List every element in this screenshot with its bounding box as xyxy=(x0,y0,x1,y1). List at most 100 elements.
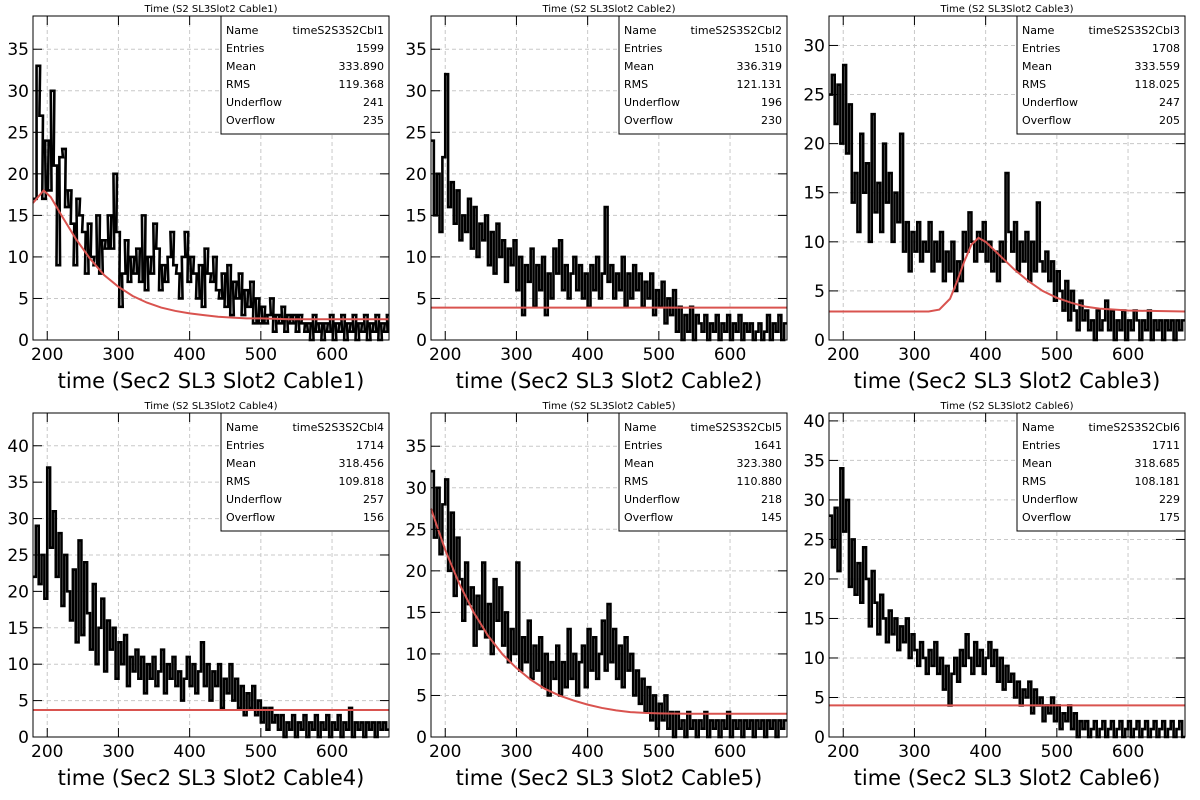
y-tick-label: 20 xyxy=(7,582,29,602)
y-tick-label: 25 xyxy=(7,546,29,566)
y-tick-label: 5 xyxy=(18,289,29,309)
y-tick-label: 15 xyxy=(803,184,825,204)
histogram-series xyxy=(829,467,1185,739)
plot-frame xyxy=(828,412,1186,738)
stats-label: RMS xyxy=(226,78,250,91)
x-tick-label: 500 xyxy=(245,345,277,365)
stats-label: RMS xyxy=(1022,475,1046,488)
stats-label: Name xyxy=(624,421,657,434)
y-tick-label: 25 xyxy=(405,520,427,540)
y-tick-label: 0 xyxy=(416,728,427,748)
stats-value: 118.025 xyxy=(1135,78,1181,91)
x-tick-label: 400 xyxy=(571,742,603,762)
x-tick-label: 300 xyxy=(102,345,134,365)
x-tick-label: 200 xyxy=(429,345,461,365)
stats-value: 257 xyxy=(363,493,384,506)
x-tick-label: 500 xyxy=(245,742,277,762)
y-tick-label: 10 xyxy=(405,248,427,268)
x-axis-label: time (Sec2 SL3 Slot2 Cable2) xyxy=(456,369,763,393)
stats-value: 1711 xyxy=(1152,439,1180,452)
y-tick-label: 5 xyxy=(416,686,427,706)
stats-label: Entries xyxy=(1022,439,1061,452)
stats-value: timeS2S3S2Cbl5 xyxy=(690,421,782,434)
plot-frame xyxy=(430,15,788,341)
x-axis-label: time (Sec2 SL3 Slot2 Cable4) xyxy=(58,766,365,790)
stats-value: 110.880 xyxy=(737,475,783,488)
stats-label: Entries xyxy=(624,439,663,452)
x-tick-label: 200 xyxy=(827,742,859,762)
plot-frame xyxy=(32,15,390,341)
stats-label: Mean xyxy=(1022,60,1052,73)
chart-title: Time (S2 SL3Slot2 Cable1) xyxy=(143,4,277,15)
stats-value: 229 xyxy=(1159,493,1180,506)
stats-label: Mean xyxy=(1022,457,1052,470)
y-tick-label: 15 xyxy=(405,603,427,623)
y-tick-label: 25 xyxy=(803,86,825,106)
stats-label: Overflow xyxy=(624,114,673,127)
stats-value: 1714 xyxy=(356,439,384,452)
x-tick-label: 200 xyxy=(31,742,63,762)
histogram-chart-4: 200 300 400 500 600 0 5 10 15 20 25 30 35 40 Time (S2 … xyxy=(7,401,390,790)
stats-value: 1510 xyxy=(754,42,782,55)
stats-value: 230 xyxy=(761,114,782,127)
histogram-series xyxy=(33,466,389,739)
y-tick-label: 0 xyxy=(416,331,427,351)
stats-label: Name xyxy=(624,24,657,37)
histogram-series xyxy=(829,63,1185,342)
x-tick-label: 400 xyxy=(173,742,205,762)
stats-box xyxy=(220,15,390,135)
x-tick-label: 200 xyxy=(429,742,461,762)
stats-label: Overflow xyxy=(1022,114,1071,127)
x-tick-label: 300 xyxy=(102,742,134,762)
y-tick-label: 15 xyxy=(405,206,427,226)
histogram-panel-4: 200 300 400 500 600 0 5 10 15 20 25 30 35 40 Time (S2 … xyxy=(0,397,398,794)
stats-value: 336.319 xyxy=(737,60,783,73)
histogram-series xyxy=(33,64,389,342)
stats-value: 247 xyxy=(1159,96,1180,109)
chart-title: Time (S2 SL3Slot2 Cable5) xyxy=(541,401,675,412)
y-tick-label: 25 xyxy=(7,123,29,143)
histogram-chart-1: 200 300 400 500 600 0 5 10 15 20 25 30 35 Time (S2 SL… xyxy=(7,4,390,393)
fit-curve xyxy=(32,189,389,321)
y-tick-label: 10 xyxy=(7,248,29,268)
y-tick-label: 35 xyxy=(7,40,29,60)
y-tick-label: 30 xyxy=(405,479,427,499)
stats-label: Mean xyxy=(226,457,256,470)
chart-title: Time (S2 SL3Slot2 Cable4) xyxy=(143,401,277,412)
x-axis-label: time (Sec2 SL3 Slot2 Cable5) xyxy=(456,766,763,790)
x-tick-label: 600 xyxy=(1112,742,1144,762)
stats-box xyxy=(1016,412,1186,532)
histogram-chart-5: 200 300 400 500 600 0 5 10 15 20 25 30 35 Time (S2 SL… xyxy=(405,401,788,790)
histogram-series xyxy=(431,469,787,739)
stats-label: RMS xyxy=(226,475,250,488)
stats-label: Entries xyxy=(1022,42,1061,55)
histogram-chart-6: 200 300 400 500 600 0 5 10 15 20 25 30 35 40 Time (S2 … xyxy=(803,401,1186,790)
stats-value: 333.559 xyxy=(1135,60,1181,73)
y-tick-label: 0 xyxy=(814,728,825,748)
stats-value: 1599 xyxy=(356,42,384,55)
x-tick-label: 400 xyxy=(969,345,1001,365)
fit-curve xyxy=(430,508,787,715)
stats-label: RMS xyxy=(624,78,648,91)
stats-label: Underflow xyxy=(226,96,282,109)
stats-label: RMS xyxy=(624,475,648,488)
y-tick-label: 40 xyxy=(7,437,29,457)
y-tick-label: 30 xyxy=(803,491,825,511)
x-tick-label: 500 xyxy=(1041,742,1073,762)
histogram-panel-2: 200 300 400 500 600 0 5 10 15 20 25 30 35 Time (S2 SL… xyxy=(398,0,796,397)
x-tick-label: 600 xyxy=(316,345,348,365)
stats-label: Overflow xyxy=(226,511,275,524)
plot-frame xyxy=(430,412,788,738)
stats-value: 156 xyxy=(363,511,384,524)
stats-label: Overflow xyxy=(1022,511,1071,524)
stats-value: timeS2S3S2Cbl1 xyxy=(292,24,384,37)
stats-box xyxy=(220,412,390,532)
histogram-panel-3: 200 300 400 500 600 0 5 10 15 20 25 30 Time (S2 SL3S… xyxy=(796,0,1194,397)
x-tick-label: 500 xyxy=(1041,345,1073,365)
stats-value: timeS2S3S2Cbl3 xyxy=(1088,24,1180,37)
stats-label: Underflow xyxy=(1022,96,1078,109)
x-tick-label: 400 xyxy=(173,345,205,365)
stats-box xyxy=(1016,15,1186,135)
y-tick-label: 0 xyxy=(18,331,29,351)
